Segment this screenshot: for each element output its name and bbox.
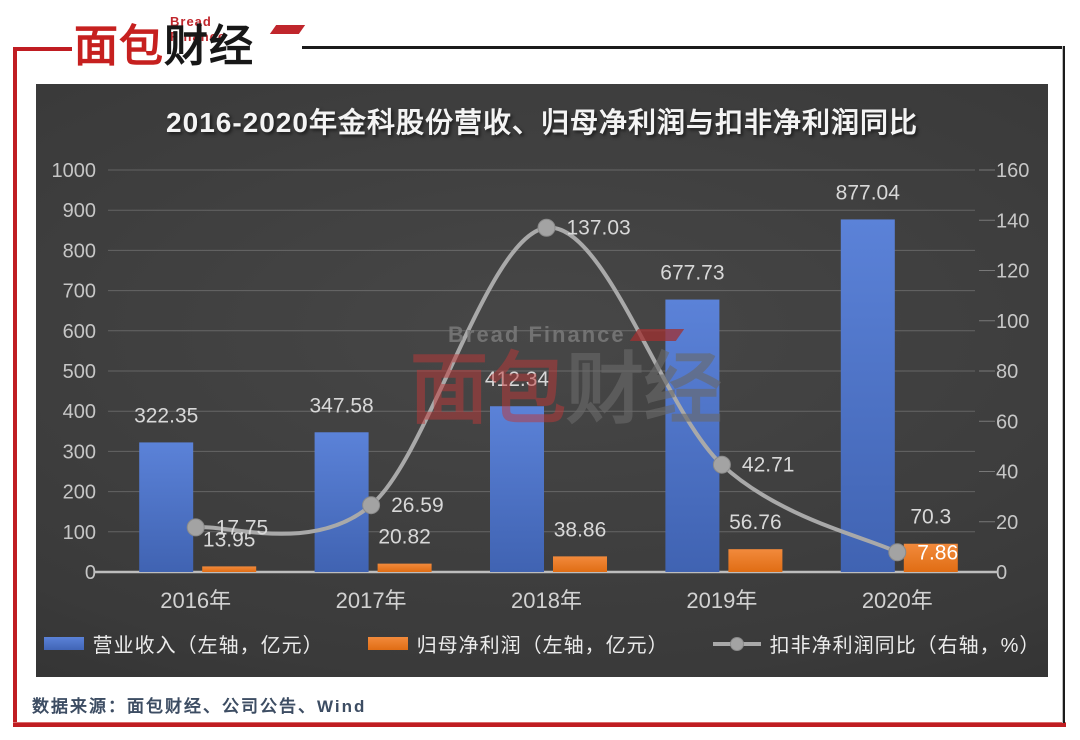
left-axis-tick-label: 0 — [85, 562, 96, 584]
right-axis-tick-label: 80 — [996, 361, 1018, 383]
chart-canvas: 0 100 200 300 400 500 600 700 800 900 1000 0 20 40 60 8… — [52, 160, 1030, 613]
bar-value-label: 38.86 — [554, 518, 607, 541]
yoy-line-marker — [888, 543, 907, 562]
right-axis-tick-label: 40 — [996, 462, 1018, 484]
revenue-bar — [139, 442, 194, 572]
left-axis-tick-label: 300 — [63, 441, 96, 463]
bar-value-label: 70.3 — [910, 506, 951, 529]
legend-swatch-orange-bar — [367, 637, 408, 650]
legend-swatch-blue-bar — [43, 637, 84, 650]
legend-label-net-profit: 归母净利润（左轴，亿元） — [416, 635, 669, 657]
net-profit-bar — [202, 566, 257, 572]
revenue-bar — [314, 432, 369, 572]
left-axis-tick-label: 500 — [63, 361, 96, 383]
right-axis-tick-label: 160 — [996, 160, 1029, 182]
data-source-note: 数据来源：面包财经、公司公告、Wind — [32, 697, 367, 716]
legend-item-revenue: 营业收入（左轴，亿元） — [43, 629, 324, 658]
left-axis-tick-label: 100 — [63, 522, 96, 544]
frame-top-red-line — [13, 47, 77, 51]
left-axis-tick-label: 200 — [63, 482, 96, 504]
bar-value-label: 347.58 — [309, 394, 373, 417]
category-label: 2020年 — [862, 588, 933, 613]
net-profit-bar — [377, 563, 432, 572]
line-value-label: 7.86 — [917, 541, 958, 564]
frame-right-black-line — [1062, 46, 1065, 723]
yoy-line-marker — [186, 518, 205, 537]
net-profit-bar — [553, 556, 607, 572]
line-value-label: 137.03 — [567, 217, 631, 240]
left-axis-tick-label: 800 — [63, 240, 96, 262]
category-label: 2019年 — [686, 588, 757, 613]
legend-label-revenue: 营业收入（左轴，亿元） — [92, 635, 324, 657]
left-axis-tick-label: 600 — [63, 321, 96, 343]
bar-value-label: 677.73 — [660, 262, 724, 285]
line-value-label: 26.59 — [391, 494, 444, 517]
right-axis-tick-label: 120 — [996, 261, 1029, 283]
bar-value-label: 13.95 — [203, 528, 256, 551]
left-axis-tick-label: 400 — [63, 401, 96, 423]
yoy-line-marker — [362, 496, 381, 515]
line-value-label: 42.71 — [742, 454, 795, 477]
frame-top-black-line — [293, 46, 1064, 49]
brand-wordmark-black: 财经 — [164, 22, 254, 71]
right-axis-tick-label: 60 — [996, 411, 1018, 433]
legend-item-net-profit: 归母净利润（左轴，亿元） — [367, 629, 669, 658]
frame-left-red-line — [13, 47, 17, 727]
brand-logo: Bread Finance 面包财经 — [72, 2, 306, 70]
brand-flag-icon — [270, 24, 306, 34]
legend-label-yoy: 扣非净利润同比（右轴，%） — [769, 635, 1041, 657]
bar-value-label: 877.04 — [836, 181, 901, 204]
brand-subtitle: Bread Finance — [170, 14, 227, 44]
revenue-bar — [840, 219, 895, 572]
revenue-bar — [665, 299, 720, 572]
chart-legend: 营业收入（左轴，亿元） 归母净利润（左轴，亿元） 扣非净利润同比（右轴，%） — [36, 629, 1048, 658]
brand-wordmark-red: 面包 — [74, 22, 164, 71]
right-axis-tick-label: 20 — [996, 512, 1018, 534]
bar-value-label: 20.82 — [378, 526, 431, 549]
bar-value-label: 412.34 — [485, 368, 550, 391]
chart-panel: 2016-2020年金科股份营收、归母净利润与扣非净利润同比 0 100 200 30… — [36, 84, 1048, 677]
net-profit-bar — [728, 549, 783, 572]
left-axis-tick-label: 900 — [63, 200, 96, 222]
category-label: 2018年 — [511, 588, 582, 613]
net-profit-bar — [903, 543, 958, 572]
legend-item-yoy: 扣非净利润同比（右轴，%） — [712, 629, 1041, 658]
frame-bottom-red-line — [13, 722, 1066, 727]
bar-value-label: 56.76 — [729, 511, 782, 534]
right-axis-tick-label: 140 — [996, 210, 1029, 232]
category-label: 2017年 — [336, 588, 407, 613]
revenue-bar — [490, 406, 544, 572]
brand-wordmark: 面包财经 — [74, 24, 254, 70]
right-axis-tick-label: 0 — [996, 562, 1007, 584]
chart-title: 2016-2020年金科股份营收、归母净利润与扣非净利润同比 — [166, 107, 918, 138]
yoy-line-marker — [537, 218, 556, 237]
right-axis-tick-label: 100 — [996, 311, 1029, 333]
line-value-label: 17.75 — [216, 516, 269, 539]
left-axis-tick-label: 700 — [63, 281, 96, 303]
bar-value-label: 322.35 — [134, 404, 198, 427]
yoy-line-marker — [712, 455, 731, 474]
legend-swatch-line-marker — [712, 636, 761, 652]
left-axis-tick-label: 1000 — [52, 160, 97, 182]
category-label: 2016年 — [160, 588, 231, 613]
